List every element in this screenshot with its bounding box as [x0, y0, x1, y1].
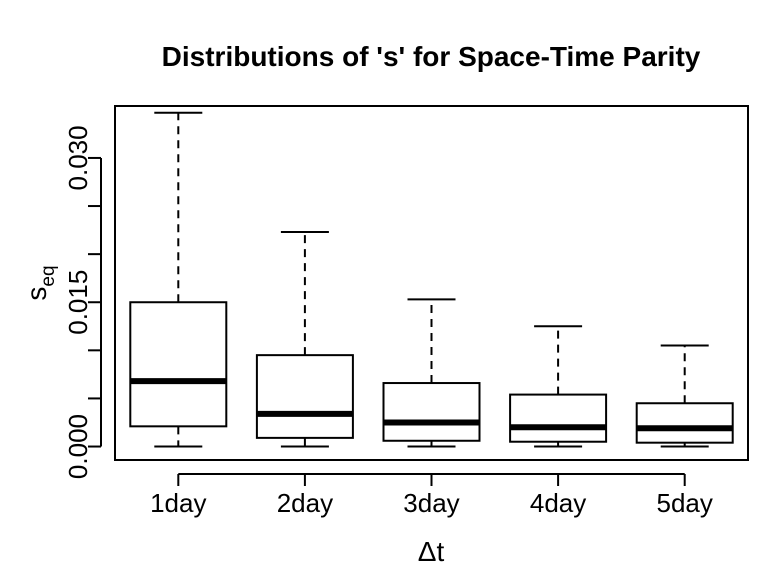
- plot-frame: [114, 105, 749, 461]
- x-axis-label: Δt: [418, 536, 445, 567]
- x-axis: 1day 2day 3day 4day 5day: [150, 473, 713, 518]
- box-2day: [255, 231, 354, 448]
- box-4day: [509, 325, 608, 448]
- y-tick-label: 0.000: [63, 414, 93, 479]
- box-5day: [635, 344, 734, 448]
- y-tick-label: 0.030: [63, 125, 93, 190]
- y-axis: 0.000 0.015 0.030: [63, 125, 102, 479]
- iqr-box: [635, 402, 734, 444]
- x-tick-label: 5day: [657, 488, 713, 518]
- y-axis-label: seq: [21, 265, 59, 300]
- x-tick-label: 2day: [277, 488, 333, 518]
- boxes: [129, 111, 734, 448]
- iqr-box: [509, 393, 608, 443]
- iqr-box: [255, 354, 354, 439]
- x-tick-label: 1day: [150, 488, 206, 518]
- x-tick-label: 4day: [530, 488, 586, 518]
- box-1day: [129, 111, 228, 448]
- box-3day: [382, 298, 481, 448]
- iqr-box: [382, 382, 481, 442]
- y-axis-label-base: s: [21, 287, 52, 301]
- x-tick-label: 3day: [403, 488, 459, 518]
- chart-title: Distributions of 's' for Space-Time Pari…: [162, 41, 701, 72]
- iqr-box: [129, 301, 228, 428]
- y-axis-label-subscript: eq: [38, 265, 59, 286]
- y-tick-label: 0.015: [63, 270, 93, 335]
